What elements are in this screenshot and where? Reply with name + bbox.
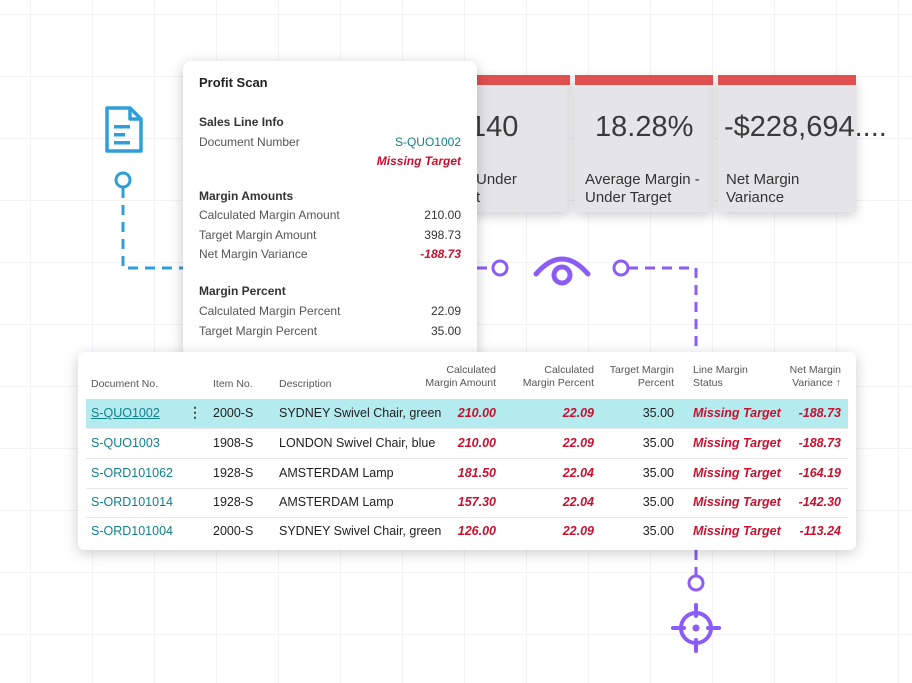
field-value: 210.00 bbox=[424, 208, 461, 222]
tile-accent-bar bbox=[442, 75, 570, 85]
item-no-cell: 1928-S bbox=[213, 466, 254, 480]
tile-value: 18.28% bbox=[595, 111, 694, 143]
item-no-cell: 2000-S bbox=[213, 524, 254, 538]
calculated-margin-percent-cell: 22.09 bbox=[562, 436, 594, 450]
table-row[interactable]: S-ORD101004 2000-S SYDNEY Swivel Chair, … bbox=[86, 517, 848, 546]
target-icon bbox=[671, 603, 721, 653]
column-header-line-margin-status[interactable]: Line Margin Status bbox=[693, 364, 748, 389]
column-header-calculated-margin-percent[interactable]: Calculated Margin Percent bbox=[522, 364, 594, 389]
section-heading-margin-amounts: Margin Amounts bbox=[199, 189, 294, 203]
document-no-link[interactable]: S-QUO1003 bbox=[91, 436, 160, 450]
field-label: Net Margin Variance bbox=[199, 247, 308, 261]
document-number-link[interactable]: S-QUO1002 bbox=[394, 135, 461, 149]
table-row[interactable]: S-QUO1002 ⋮ 2000-S SYDNEY Swivel Chair, … bbox=[86, 399, 848, 429]
net-margin-variance-cell: -164.19 bbox=[798, 466, 841, 480]
table-header: Document No. Item No. Description Calcul… bbox=[78, 352, 856, 398]
column-header-net-margin-variance[interactable]: Net Margin Variance ↑ bbox=[789, 364, 841, 389]
tile-accent-bar bbox=[575, 75, 713, 85]
description-cell: AMSTERDAM Lamp bbox=[279, 466, 394, 480]
net-margin-variance-cell: -113.24 bbox=[799, 524, 841, 538]
target-margin-percent-cell: 35.00 bbox=[642, 466, 674, 480]
calculated-margin-percent-cell: 22.09 bbox=[562, 406, 594, 420]
item-no-cell: 1908-S bbox=[213, 436, 254, 450]
tile-label: Net Margin Variance bbox=[726, 171, 800, 206]
net-margin-variance-row: Net Margin Variance -188.73 bbox=[199, 247, 461, 261]
target-margin-percent-cell: 35.00 bbox=[642, 436, 674, 450]
description-cell: SYDNEY Swivel Chair, green bbox=[279, 524, 442, 538]
document-number-row: Document Number S-QUO1002 bbox=[199, 135, 461, 149]
tile-value: 140 bbox=[470, 111, 519, 143]
profit-scan-card: Profit Scan Sales Line Info Document Num… bbox=[183, 61, 477, 357]
description-cell: SYDNEY Swivel Chair, green bbox=[279, 406, 442, 420]
column-header-item-no[interactable]: Item No. bbox=[213, 378, 253, 390]
calculated-margin-percent-row: Calculated Margin Percent 22.09 bbox=[199, 304, 461, 318]
target-margin-percent-cell: 35.00 bbox=[642, 495, 674, 509]
kpi-tile-average-margin[interactable]: 18.28% Average Margin - Under Target bbox=[575, 75, 713, 212]
status-missing-target: Missing Target bbox=[376, 154, 461, 168]
calculated-margin-amount-cell: 126.00 bbox=[457, 524, 496, 538]
table-row[interactable]: S-ORD101062 1928-S AMSTERDAM Lamp 181.50… bbox=[86, 459, 848, 489]
target-margin-percent-cell: 35.00 bbox=[642, 406, 674, 420]
target-margin-percent-row: Target Margin Percent 35.00 bbox=[199, 324, 461, 338]
column-header-document-no[interactable]: Document No. bbox=[91, 378, 159, 390]
tile-label: Average Margin - Under Target bbox=[585, 171, 700, 206]
section-heading-sales-line: Sales Line Info bbox=[199, 115, 284, 129]
calculated-margin-amount-cell: 210.00 bbox=[457, 436, 496, 450]
table-row[interactable]: S-ORD101014 1928-S AMSTERDAM Lamp 157.30… bbox=[86, 488, 848, 518]
tile-label: Under t bbox=[476, 171, 517, 206]
field-value: 22.09 bbox=[430, 304, 461, 318]
line-margin-status-cell: Missing Target bbox=[693, 466, 781, 480]
item-no-cell: 1928-S bbox=[213, 495, 254, 509]
field-value: -188.73 bbox=[420, 247, 461, 261]
column-header-calculated-margin-amount[interactable]: Calculated Margin Amount bbox=[425, 364, 496, 389]
kpi-tile-net-margin-variance[interactable]: -$228,694.... Net Margin Variance bbox=[718, 75, 887, 212]
document-no-link[interactable]: S-ORD101014 bbox=[91, 495, 173, 509]
field-label: Document Number bbox=[199, 135, 300, 149]
net-margin-variance-cell: -188.73 bbox=[798, 406, 841, 420]
target-margin-amount-row: Target Margin Amount 398.73 bbox=[199, 228, 461, 242]
section-heading-margin-percent: Margin Percent bbox=[199, 284, 286, 298]
line-margin-status-cell: Missing Target bbox=[693, 524, 781, 538]
document-no-link[interactable]: S-ORD101004 bbox=[91, 524, 173, 538]
net-margin-variance-cell: -188.73 bbox=[798, 436, 841, 450]
field-label: Target Margin Amount bbox=[199, 228, 317, 242]
column-header-target-margin-percent[interactable]: Target Margin Percent bbox=[609, 364, 674, 389]
field-label: Calculated Margin Amount bbox=[199, 208, 340, 222]
line-margin-status-cell: Missing Target bbox=[693, 495, 781, 509]
field-value: 398.73 bbox=[424, 228, 461, 242]
tile-value: -$228,694.... bbox=[724, 111, 887, 143]
document-no-link[interactable]: S-QUO1002 bbox=[91, 406, 160, 420]
field-label: Calculated Margin Percent bbox=[199, 304, 341, 318]
field-label: Target Margin Percent bbox=[199, 324, 318, 338]
target-margin-percent-cell: 35.00 bbox=[642, 524, 674, 538]
column-header-description[interactable]: Description bbox=[279, 378, 332, 390]
net-margin-variance-cell: -142.30 bbox=[798, 495, 841, 509]
description-cell: AMSTERDAM Lamp bbox=[279, 495, 394, 509]
field-value: 35.00 bbox=[430, 324, 461, 338]
document-no-link[interactable]: S-ORD101062 bbox=[91, 466, 173, 480]
calculated-margin-amount-cell: 181.50 bbox=[457, 466, 496, 480]
card-title: Profit Scan bbox=[199, 75, 268, 90]
sales-lines-table: Document No. Item No. Description Calcul… bbox=[78, 352, 856, 550]
line-margin-status-cell: Missing Target bbox=[693, 406, 781, 420]
calculated-margin-amount-row: Calculated Margin Amount 210.00 bbox=[199, 208, 461, 222]
row-actions-icon[interactable]: ⋮ bbox=[188, 404, 202, 420]
calculated-margin-percent-cell: 22.04 bbox=[562, 466, 594, 480]
calculated-margin-percent-cell: 22.04 bbox=[562, 495, 594, 509]
calculated-margin-amount-cell: 157.30 bbox=[457, 495, 496, 509]
document-icon bbox=[105, 106, 143, 153]
calculated-margin-amount-cell: 210.00 bbox=[457, 406, 496, 420]
item-no-cell: 2000-S bbox=[213, 406, 254, 420]
line-margin-status-cell: Missing Target bbox=[693, 436, 781, 450]
table-row[interactable]: S-QUO1003 1908-S LONDON Swivel Chair, bl… bbox=[86, 429, 848, 459]
description-cell: LONDON Swivel Chair, blue bbox=[279, 436, 436, 450]
tile-accent-bar bbox=[718, 75, 856, 85]
eye-icon bbox=[533, 256, 591, 286]
calculated-margin-percent-cell: 22.09 bbox=[562, 524, 594, 538]
